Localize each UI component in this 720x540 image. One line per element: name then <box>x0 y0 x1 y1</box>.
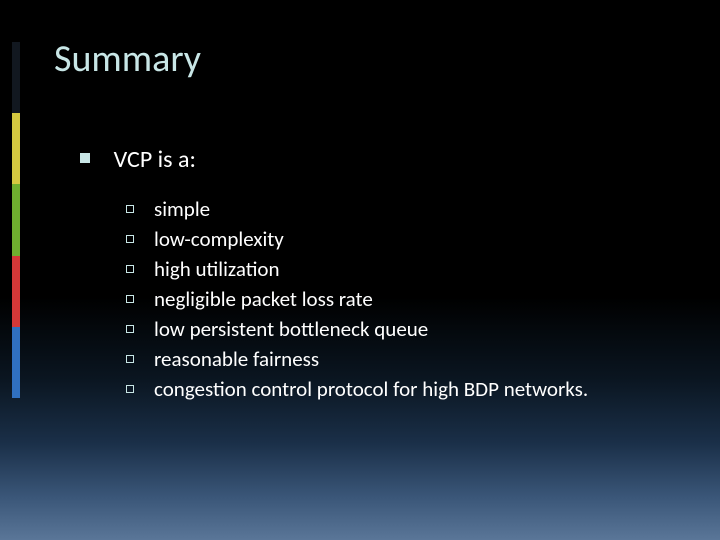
sub-item: low-complexity <box>126 225 588 253</box>
sub-item: simple <box>126 195 588 223</box>
outline-bullet-icon <box>126 295 134 303</box>
sublist: simplelow-complexityhigh utilizationnegl… <box>126 195 588 405</box>
square-bullet-icon <box>80 153 90 163</box>
outline-bullet-icon <box>126 205 134 213</box>
slide-title: Summary <box>54 36 201 82</box>
outline-bullet-icon <box>126 355 134 363</box>
sub-item-text: reasonable fairness <box>154 345 319 373</box>
accent-seg-2 <box>12 184 20 255</box>
sub-item-text: high utilization <box>154 255 280 283</box>
accent-bar <box>12 42 20 398</box>
sub-item-text: simple <box>154 195 210 223</box>
outline-bullet-icon <box>126 385 134 393</box>
sub-item-text: low-complexity <box>154 225 284 253</box>
accent-seg-1 <box>12 113 20 184</box>
sub-item: congestion control protocol for high BDP… <box>126 375 588 403</box>
outline-bullet-icon <box>126 235 134 243</box>
outline-bullet-icon <box>126 265 134 273</box>
sub-item-text: low persistent bottleneck queue <box>154 315 428 343</box>
level1-text: VCP is a: <box>114 145 196 174</box>
sub-item-text: negligible packet loss rate <box>154 285 373 313</box>
sub-item: low persistent bottleneck queue <box>126 315 588 343</box>
level1-item: VCP is a: <box>80 145 196 174</box>
sub-item: high utilization <box>126 255 588 283</box>
accent-seg-3 <box>12 256 20 327</box>
outline-bullet-icon <box>126 325 134 333</box>
accent-seg-0 <box>12 42 20 113</box>
accent-seg-4 <box>12 327 20 398</box>
sub-item: reasonable fairness <box>126 345 588 373</box>
sub-item: negligible packet loss rate <box>126 285 588 313</box>
sub-item-text: congestion control protocol for high BDP… <box>154 375 588 403</box>
